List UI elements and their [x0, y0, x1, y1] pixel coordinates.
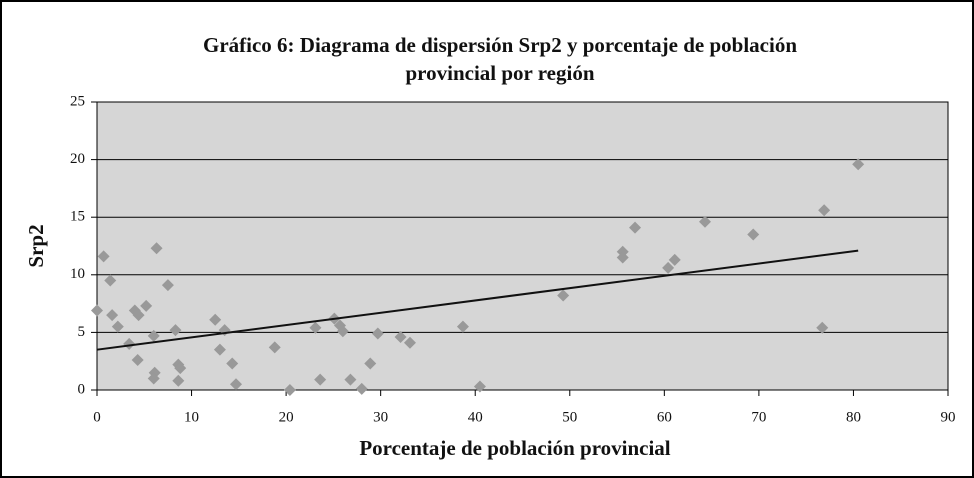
- point: [226, 357, 239, 370]
- point: [147, 372, 160, 385]
- point: [557, 289, 570, 302]
- x-tick-label: 70: [751, 409, 766, 425]
- point: [818, 204, 831, 217]
- point: [747, 228, 760, 241]
- x-tick-label: 40: [468, 409, 483, 425]
- point: [131, 354, 144, 367]
- point: [97, 250, 110, 263]
- point: [394, 331, 407, 344]
- chart-title: Gráfico 6: Diagrama de dispersión Srp2 y…: [203, 33, 797, 57]
- point: [456, 320, 469, 333]
- point: [473, 380, 486, 393]
- point: [169, 324, 182, 337]
- x-tick-label: 30: [373, 409, 388, 425]
- point: [268, 341, 281, 354]
- plot-area: [97, 102, 948, 390]
- y-tick-label: 10: [70, 266, 85, 282]
- point: [616, 251, 629, 264]
- point: [355, 382, 368, 395]
- plot-border: [96, 101, 949, 391]
- point: [172, 374, 185, 387]
- point: [150, 242, 163, 255]
- y-axis-label: Srp2: [24, 224, 48, 267]
- point: [123, 337, 136, 350]
- point: [371, 327, 384, 340]
- point: [364, 357, 377, 370]
- x-tick-label: 90: [941, 409, 956, 425]
- point: [213, 343, 226, 356]
- point: [91, 304, 103, 317]
- point: [698, 215, 711, 228]
- trend-line: [96, 249, 859, 351]
- point: [662, 261, 675, 274]
- point: [140, 299, 153, 312]
- chart-title: provincial por región: [405, 61, 594, 85]
- x-tick-label: 50: [562, 409, 577, 425]
- point: [209, 313, 222, 326]
- point: [104, 274, 117, 287]
- y-tick-label: 0: [78, 381, 86, 397]
- x-tick-label: 20: [279, 409, 294, 425]
- point: [852, 158, 865, 171]
- point: [629, 221, 642, 234]
- point: [309, 321, 322, 334]
- point: [106, 309, 119, 322]
- x-tick-label: 10: [184, 409, 199, 425]
- point: [147, 329, 160, 342]
- x-axis-label: Porcentaje de población provincial: [359, 436, 670, 460]
- point: [344, 373, 357, 386]
- x-tick-label: 0: [93, 409, 101, 425]
- y-tick-label: 25: [70, 93, 85, 109]
- y-tick-label: 5: [78, 324, 86, 340]
- point: [283, 384, 296, 396]
- point: [668, 253, 681, 266]
- point: [161, 279, 174, 292]
- point: [403, 336, 416, 349]
- x-tick-label: 60: [657, 409, 672, 425]
- point: [314, 373, 327, 386]
- point: [816, 321, 829, 334]
- y-tick-label: 15: [70, 209, 85, 225]
- y-tick-label: 20: [70, 151, 85, 167]
- point: [174, 362, 187, 375]
- point: [111, 320, 124, 333]
- point: [336, 325, 349, 338]
- x-tick-label: 80: [846, 409, 861, 425]
- point: [132, 309, 145, 322]
- point: [229, 378, 242, 391]
